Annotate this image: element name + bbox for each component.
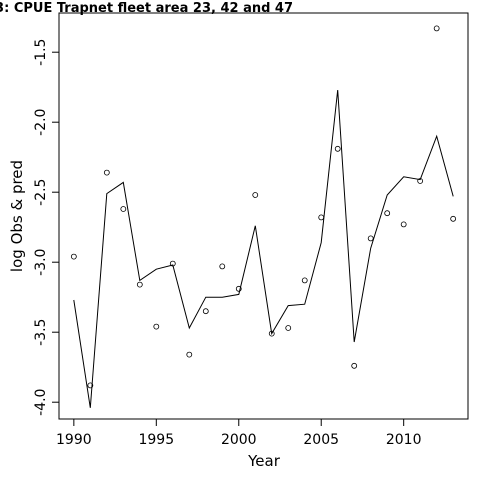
y-tick-label: -3.0 (33, 249, 49, 276)
x-tick-label: 2000 (221, 432, 257, 448)
observed-point (285, 325, 292, 331)
observed-point (153, 323, 160, 330)
plot-frame (58, 12, 469, 420)
observed-point (219, 263, 226, 270)
observed-point (136, 281, 143, 288)
observed-point (450, 215, 457, 222)
observed-point (235, 285, 242, 292)
observed-point (103, 169, 110, 176)
x-tick-label: 1995 (138, 432, 174, 448)
observed-point (202, 308, 209, 315)
observed-point (70, 253, 77, 260)
y-tick-label: -3.5 (33, 319, 49, 346)
y-tick-label: -1.5 (33, 39, 49, 66)
x-axis-label: Year (247, 452, 281, 470)
x-tick-label: 2010 (386, 432, 422, 448)
chart-title: 03: CPUE Trapnet fleet area 23, 42 and 4… (0, 1, 293, 16)
y-tick-label: -2.0 (33, 109, 49, 136)
predicted-line (73, 89, 454, 408)
y-tick-label: -4.0 (33, 389, 49, 416)
observed-point (87, 382, 94, 389)
y-axis: -1.5 -2.0 -2.5 -3.0 -3.5 -4.0 (33, 39, 59, 416)
x-tick-label: 2005 (303, 432, 339, 448)
observed-point (301, 277, 308, 284)
x-tick-label: 1990 (56, 432, 92, 448)
y-tick-label: -2.5 (33, 179, 49, 206)
observed-point (351, 362, 358, 369)
x-axis: 1990 1995 2000 2005 2010 (56, 419, 422, 448)
observed-point (367, 235, 374, 242)
observed-point (433, 25, 440, 32)
y-axis-label: log Obs & pred (8, 160, 26, 272)
observed-point (334, 145, 341, 152)
observed-point (120, 206, 127, 212)
series-layer (70, 25, 457, 408)
observed-point (384, 210, 391, 217)
observed-point (186, 351, 193, 358)
observed-point (252, 192, 259, 198)
observed-point (318, 214, 325, 221)
observed-point (400, 221, 407, 228)
